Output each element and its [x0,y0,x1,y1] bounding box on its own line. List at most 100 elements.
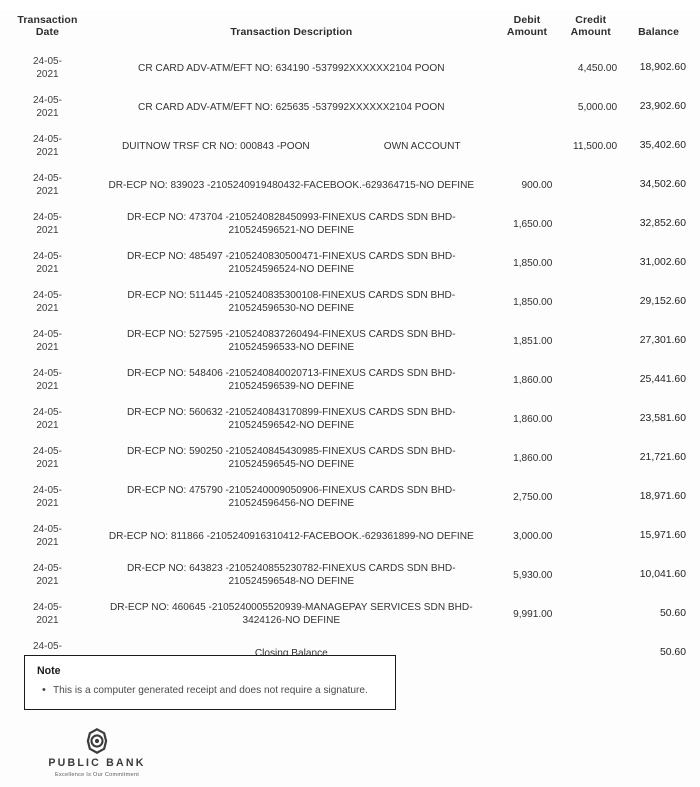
description-line-2: 3424126-NO DEFINE [242,615,341,627]
description-line-1: DR-ECP NO: 527595 -2105240837260494-FINE… [127,328,456,340]
table-row: 24-05- 2021 DR-ECP NO: 527595 -21052408372… [8,322,694,361]
header-debit-line2: Amount [506,26,548,39]
cell-credit-amount [558,595,623,634]
table-row: 24-05- 2021 DUITNOW TRSF CR NO: 000843 -PO… [8,127,694,166]
cell-transaction-date-year: 2021 [36,186,59,198]
cell-transaction-description: DR-ECP NO: 475790 -2105240009050906-FINE… [87,478,496,517]
cell-balance: 23,581.60 [639,413,686,425]
statement-page: Transaction Date Transaction Description… [0,10,700,787]
cell-balance: 27,301.60 [639,335,686,347]
cell-credit-amount [558,322,623,361]
description-line-1: DR-ECP NO: 811866 -2105240916310412-FACE… [108,530,474,542]
header-credit-line2: Amount [570,26,611,39]
cell-transaction-description: DR-ECP NO: 527595 -2105240837260494-FINE… [87,322,496,361]
note-item: This is a computer generated receipt and… [42,683,383,698]
cell-debit-amount [496,49,559,88]
bank-logo-footer: PUBLIC BANK Excellence Is Our Commitment [22,728,172,778]
description-line-1: DR-ECP NO: 485497 -2105240830500471-FINE… [127,250,456,262]
description-line-2: 210524596521-NO DEFINE [228,225,355,237]
cell-transaction-date-year: 2021 [36,108,59,120]
cell-balance: 31,002.60 [639,257,686,269]
description-line-1: DR-ECP NO: 460645 -2105240005520939-MANA… [109,601,473,613]
cell-transaction-date: 24-05-2021 [8,478,87,517]
cell-credit-amount [558,400,623,439]
header-debit-line1: Debit [513,14,541,26]
table-row: 24-05- 2021 DR-ECP NO: 511445 -21052408353… [8,283,694,322]
table-row: 24-05- 2021 DR-ECP NO: 839023 -21052409194… [8,166,694,205]
table-row: 24-05- 2021 CR CARD ADV-ATM/EFT NO: 634190… [8,49,694,88]
cell-transaction-date-year: 2021 [36,381,59,393]
table-row: 24-05- 2021 DR-ECP NO: 560632 -21052408431… [8,400,694,439]
column-header-transaction-date: Transaction Date [8,10,87,49]
cell-transaction-date: 24-05-2021 [8,556,87,595]
cell-credit-amount [558,283,623,322]
cell-debit-amount: 1,860.00 [513,413,553,425]
table-header: Transaction Date Transaction Description… [8,10,694,49]
cell-transaction-date: 24-05-2021 [8,88,87,127]
description-line-2: 210524596533-NO DEFINE [228,342,355,354]
cell-balance: 25,441.60 [639,374,686,386]
cell-transaction-date-year: 2021 [36,420,59,432]
cell-balance: 29,152.60 [639,296,686,308]
cell-debit-amount: 900.00 [521,179,553,191]
cell-transaction-date: 24-05-2021 [8,283,87,322]
cell-transaction-date: 24-05-2021 [8,517,87,556]
cell-transaction-description: Closing Balance [87,634,496,673]
cell-debit-amount: 1,860.00 [513,452,553,464]
cell-balance: 32,852.60 [639,218,686,230]
cell-transaction-date-year: 2021 [36,459,59,471]
cell-transaction-description: DR-ECP NO: 811866 -2105240916310412-FACE… [87,517,496,556]
cell-transaction-date-year: 2021 [36,498,59,510]
table-row: 24-05- 2021 DR-ECP NO: 548406 -21052408400… [8,361,694,400]
table-row: 24-05- 2021 CR CARD ADV-ATM/EFT NO: 625635… [8,88,694,127]
column-header-credit-amount: Credit Amount [558,10,623,49]
cell-transaction-date: 24-05-2021 [8,166,87,205]
table-row: 24-05- 2021 DR-ECP NO: 590250 -21052408454… [8,439,694,478]
cell-transaction-description: DR-ECP NO: 643823 -2105240855230782-FINE… [87,556,496,595]
cell-transaction-date-year: 2021 [36,342,59,354]
cell-transaction-date-year: 2021 [36,147,59,159]
description-line-2: 210524596524-NO DEFINE [228,264,355,276]
cell-transaction-description: DR-ECP NO: 590250 -2105240845430985-FINE… [87,439,496,478]
description-line-1: DR-ECP NO: 511445 -2105240835300108-FINE… [127,289,456,301]
description-line-1: DR-ECP NO: 643823 -2105240855230782-FINE… [127,562,456,574]
cell-debit-amount: 2,750.00 [513,491,553,503]
brand-name: PUBLIC BANK [48,757,146,769]
cell-credit-amount [558,556,623,595]
cell-debit-amount: 1,851.00 [513,335,553,347]
cell-transaction-date-year: 2021 [36,69,59,81]
cell-transaction-description: CR CARD ADV-ATM/EFT NO: 634190 -537992XX… [87,49,496,88]
table-row: 24-05- 2021 DR-ECP NO: 475790 -21052400090… [8,478,694,517]
cell-transaction-description: DR-ECP NO: 548406 -2105240840020713-FINE… [87,361,496,400]
table-body: 24-05- 2021 CR CARD ADV-ATM/EFT NO: 634190… [8,49,694,673]
cell-transaction-description: DUITNOW TRSF CR NO: 000843 -POON OWN ACCO… [87,127,496,166]
cell-transaction-description: DR-ECP NO: 560632 -2105240843170899-FINE… [87,400,496,439]
description-line-1: DR-ECP NO: 560632 -2105240843170899-FINE… [127,406,456,418]
cell-balance: 18,902.60 [639,62,686,74]
description-line-1: Closing Balance [254,647,328,659]
cell-debit-amount: 5,930.00 [513,569,553,581]
cell-transaction-date-year: 2021 [36,537,59,549]
cell-transaction-date-year: 2021 [36,615,59,627]
cell-credit-amount [558,361,623,400]
brand-tagline: Excellence Is Our Commitment [54,772,140,778]
table-row: 24-05- 2021 DR-ECP NO: 460645 -21052400055… [8,595,694,634]
header-date-line1: Transaction [17,14,78,26]
cell-transaction-date: 24-05-2021 [8,439,87,478]
cell-transaction-description: DR-ECP NO: 485497 -2105240830500471-FINE… [87,244,496,283]
cell-balance: 50.60 [659,608,686,620]
table-row: 24-05- 2021 DR-ECP NO: 473704 -21052408284… [8,205,694,244]
description-line-2: 210524596456-NO DEFINE [228,498,355,510]
description-line-1: DR-ECP NO: 473704 -2105240828450993-FINE… [127,211,456,223]
note-list: This is a computer generated receipt and… [37,683,383,698]
description-line-1: CR CARD ADV-ATM/EFT NO: 625635 -537992XX… [138,101,445,113]
description-line-2: 210524596548-NO DEFINE [228,576,355,588]
description-line-1: DR-ECP NO: 839023 -2105240919480432-FACE… [108,179,475,191]
cell-transaction-date: 24-05-2021 [8,361,87,400]
description-line-1: DR-ECP NO: 548406 -2105240840020713-FINE… [127,367,456,379]
column-header-debit-amount: Debit Amount [496,10,559,49]
cell-debit-amount: 1,850.00 [513,257,553,269]
cell-credit-amount: 5,000.00 [577,101,618,113]
public-bank-logo-icon [86,728,108,754]
cell-credit-amount: 4,450.00 [577,62,618,74]
